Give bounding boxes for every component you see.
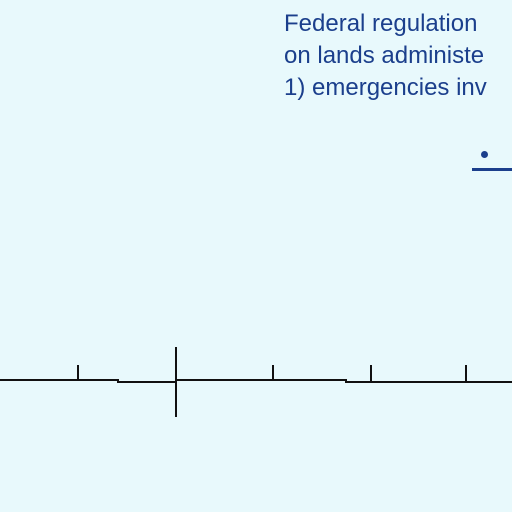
notice-line-3: 1) emergencies inv: [284, 74, 487, 101]
regulation-notice-text: Federal regulation on lands administe 1)…: [284, 8, 512, 104]
timeline-axis: [0, 347, 512, 417]
underline-bar: [472, 168, 512, 171]
bullet-dot-icon: [481, 151, 488, 158]
bullet-marker: [472, 144, 512, 174]
notice-line-2: on lands administe: [284, 42, 485, 69]
notice-line-1: Federal regulation: [284, 10, 478, 37]
